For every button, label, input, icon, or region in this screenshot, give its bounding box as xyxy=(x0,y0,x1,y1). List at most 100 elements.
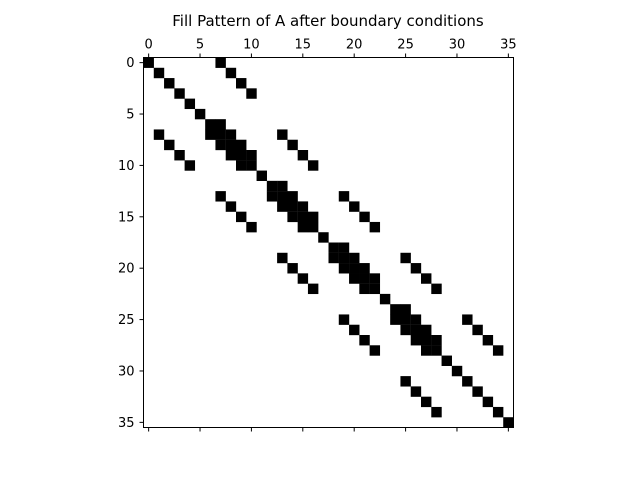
x-tick-label: 25 xyxy=(397,38,414,53)
nonzero-entry xyxy=(379,293,391,305)
y-tick-label: 15 xyxy=(118,210,135,225)
nonzero-entry xyxy=(266,180,278,192)
nonzero-entry xyxy=(462,376,473,387)
nonzero-entry xyxy=(482,396,494,408)
plot-area xyxy=(143,57,514,428)
nonzero-entry xyxy=(338,263,350,274)
nonzero-entry xyxy=(338,252,350,264)
nonzero-entry xyxy=(410,324,422,336)
nonzero-entry xyxy=(359,283,370,295)
nonzero-entry xyxy=(215,57,226,68)
nonzero-entry xyxy=(410,263,422,274)
nonzero-entry xyxy=(359,263,370,274)
nonzero-entry xyxy=(349,252,360,264)
nonzero-entry xyxy=(297,221,309,233)
nonzero-entry xyxy=(266,191,278,202)
nonzero-entry xyxy=(349,273,360,284)
nonzero-entry xyxy=(307,160,319,171)
nonzero-entry xyxy=(410,386,422,397)
nonzero-entry xyxy=(246,221,257,233)
nonzero-entry xyxy=(153,67,165,79)
nonzero-entry xyxy=(194,108,206,120)
nonzero-entry xyxy=(421,324,432,336)
plot-frame xyxy=(143,57,514,428)
nonzero-entry xyxy=(287,191,298,202)
nonzero-entry xyxy=(287,201,298,212)
nonzero-entry xyxy=(451,365,463,377)
nonzero-entry xyxy=(174,88,185,99)
nonzero-entry xyxy=(215,191,226,202)
nonzero-entry xyxy=(400,376,411,387)
nonzero-entry xyxy=(236,211,247,223)
nonzero-entry xyxy=(174,150,185,161)
nonzero-entry xyxy=(277,201,288,212)
nonzero-entry xyxy=(287,139,298,151)
nonzero-entry xyxy=(277,180,288,192)
nonzero-entry xyxy=(205,129,216,140)
nonzero-entry xyxy=(390,314,401,325)
nonzero-entry xyxy=(431,283,442,295)
nonzero-entry xyxy=(462,314,473,325)
nonzero-entry xyxy=(400,252,411,264)
x-tick-label: 20 xyxy=(346,38,363,53)
x-tick-label: 30 xyxy=(449,38,466,53)
y-tick-label: 20 xyxy=(118,262,135,277)
nonzero-entry xyxy=(431,345,442,356)
nonzero-entry xyxy=(338,191,350,202)
nonzero-entry xyxy=(390,304,401,315)
y-tick-label: 25 xyxy=(118,313,135,328)
nonzero-entry xyxy=(246,88,257,99)
y-tick-label: 30 xyxy=(118,364,135,379)
nonzero-entry xyxy=(297,201,309,212)
nonzero-entry xyxy=(246,160,257,171)
x-tick-label: 15 xyxy=(295,38,312,53)
nonzero-entry xyxy=(349,263,360,274)
nonzero-entry xyxy=(410,314,422,325)
nonzero-entry xyxy=(421,273,432,284)
x-axis-top: 0 5 10 15 20 25 30 35 xyxy=(144,38,517,432)
nonzero-entry xyxy=(225,150,237,161)
nonzero-entry xyxy=(431,406,442,418)
nonzero-entry xyxy=(307,211,319,223)
y-tick-label: 35 xyxy=(118,416,135,431)
nonzero-entry xyxy=(236,78,247,89)
x-tick-label: 35 xyxy=(500,38,517,53)
nonzero-entry xyxy=(338,242,350,253)
nonzero-entry xyxy=(318,232,329,243)
nonzero-entry xyxy=(215,129,226,140)
nonzero-entry xyxy=(338,314,350,325)
nonzero-entry xyxy=(421,335,432,346)
chart-title: Fill Pattern of A after boundary conditi… xyxy=(172,12,484,30)
nonzero-entry xyxy=(246,150,257,161)
nonzero-entry xyxy=(492,406,504,418)
nonzero-entry xyxy=(421,396,432,408)
nonzero-entry xyxy=(349,324,360,336)
nonzero-entry xyxy=(287,263,298,274)
nonzero-entry xyxy=(441,355,452,366)
nonzero-entry xyxy=(472,324,483,336)
nonzero-entry xyxy=(328,252,339,264)
nonzero-entry xyxy=(236,150,247,161)
nonzero-entry xyxy=(421,345,432,356)
nonzero-entry xyxy=(503,417,514,428)
nonzero-entry xyxy=(492,345,504,356)
x-tick-label: 0 xyxy=(144,38,152,53)
nonzero-entry xyxy=(410,335,422,346)
nonzero-entry xyxy=(307,221,319,233)
nonzero-entry xyxy=(236,160,247,171)
nonzero-entry xyxy=(359,273,370,284)
nonzero-entry xyxy=(328,242,339,253)
nonzero-entry xyxy=(143,57,154,68)
nonzero-entry xyxy=(225,139,237,151)
nonzero-entry xyxy=(400,304,411,315)
nonzero-entry xyxy=(236,139,247,151)
nonzero-entry xyxy=(400,314,411,325)
nonzero-entry xyxy=(277,129,288,140)
x-tick-label: 10 xyxy=(243,38,260,53)
nonzero-entry xyxy=(164,139,175,151)
nonzero-entry xyxy=(215,139,226,151)
nonzero-entry xyxy=(472,386,483,397)
nonzero-entry xyxy=(153,129,165,140)
y-axis-left: 0 5 10 15 20 25 30 35 xyxy=(118,56,144,431)
nonzero-entry xyxy=(256,170,267,181)
